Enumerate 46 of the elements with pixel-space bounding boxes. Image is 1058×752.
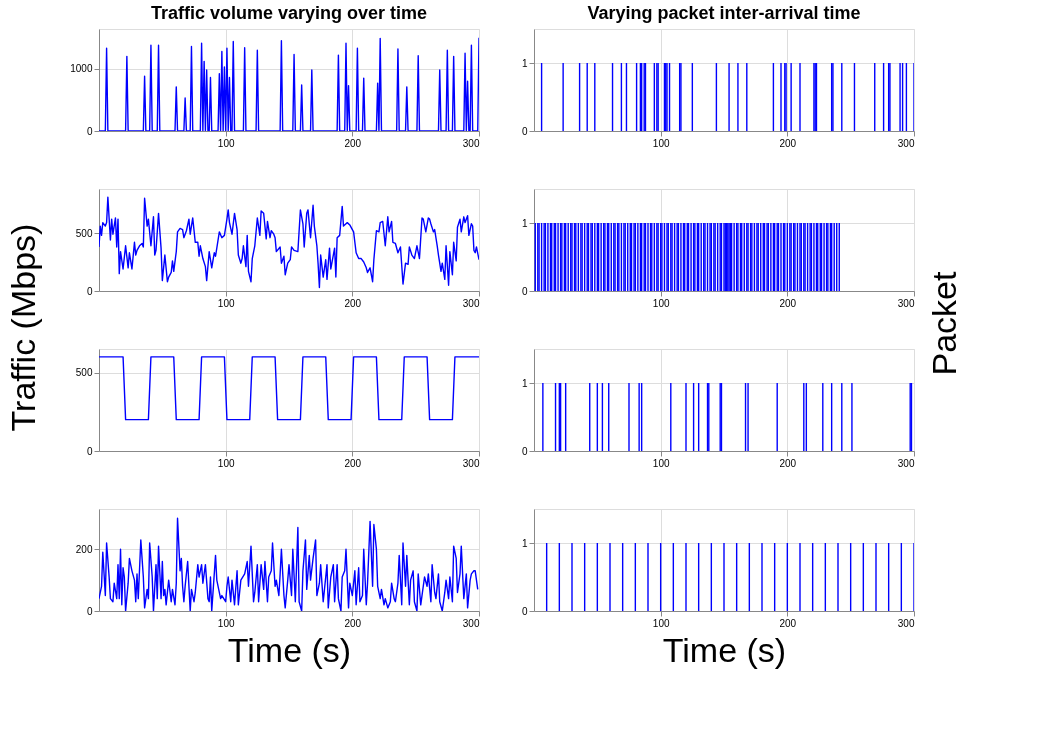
x-tick-label: 300	[897, 617, 915, 629]
x-tick-label: 200	[779, 297, 797, 309]
y-tick-label: 0	[521, 445, 528, 457]
x-tick-label: 200	[344, 297, 362, 309]
x-tick-label: 200	[344, 617, 362, 629]
x-tick-label: 200	[344, 457, 362, 469]
y-tick-label: 1	[521, 377, 528, 389]
x-tick-label: 200	[779, 457, 797, 469]
y-tick-label: 1	[521, 217, 528, 229]
x-tick-label: 100	[217, 457, 235, 469]
y-axis-title: Traffic (Mbps)	[3, 223, 42, 432]
x-tick-label: 200	[344, 137, 362, 149]
x-tick-label: 100	[652, 137, 670, 149]
x-tick-label: 100	[217, 297, 235, 309]
x-tick-label: 100	[217, 617, 235, 629]
y-tick-label: 1	[521, 537, 528, 549]
x-tick-label: 100	[652, 617, 670, 629]
y-tick-label: 0	[86, 605, 93, 617]
y-tick-label: 0	[86, 445, 93, 457]
y-tick-label: 0	[86, 285, 93, 297]
y-tick-label: 500	[75, 227, 93, 239]
x-tick-label: 300	[897, 137, 915, 149]
x-tick-label: 300	[462, 297, 480, 309]
x-tick-label: 300	[462, 457, 480, 469]
x-axis-title: Time (s)	[227, 630, 352, 669]
y-tick-label: 1	[521, 57, 528, 69]
x-tick-label: 100	[217, 137, 235, 149]
y-axis-title: Packet	[924, 270, 963, 376]
x-tick-label: 200	[779, 617, 797, 629]
chart-title: Traffic volume varying over time	[150, 3, 428, 23]
x-tick-label: 300	[462, 617, 480, 629]
x-tick-label: 100	[652, 297, 670, 309]
x-tick-label: 100	[652, 457, 670, 469]
x-tick-label: 300	[462, 137, 480, 149]
y-tick-label: 0	[521, 285, 528, 297]
y-tick-label: 0	[521, 605, 528, 617]
x-tick-label: 300	[897, 457, 915, 469]
y-tick-label: 500	[75, 367, 93, 379]
x-tick-label: 200	[779, 137, 797, 149]
y-tick-label: 0	[521, 125, 528, 137]
x-axis-title: Time (s)	[662, 630, 787, 669]
y-tick-label: 0	[86, 125, 93, 137]
y-tick-label: 200	[75, 543, 93, 555]
x-tick-label: 300	[897, 297, 915, 309]
chart-title: Varying packet inter-arrival time	[587, 3, 861, 23]
y-tick-label: 1000	[70, 63, 93, 75]
